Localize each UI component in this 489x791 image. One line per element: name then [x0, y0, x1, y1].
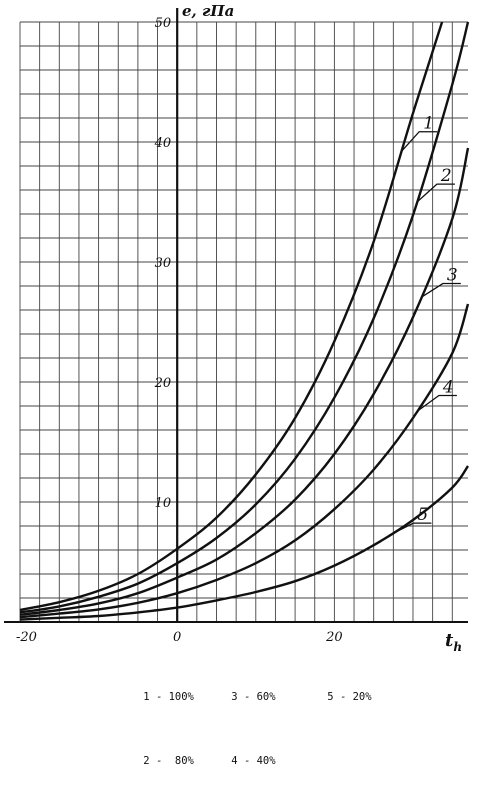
x-axis-label-subscript: h: [453, 640, 462, 654]
legend-item: 5 - 20%: [327, 691, 372, 703]
curve-label-1: 1: [423, 114, 434, 134]
curve-label-leader: [400, 131, 438, 153]
curve-label-leader: [420, 282, 461, 299]
y-tick-label: 20: [154, 376, 172, 391]
y-tick-label: 30: [155, 256, 172, 271]
x-tick-label: 20: [325, 630, 343, 645]
series-line-5: [19, 465, 469, 621]
curve-label-leader: [416, 183, 455, 203]
y-tick-label: 50: [155, 16, 172, 31]
series-line-4: [19, 303, 470, 619]
curve-labels: 1 2 3 4 5: [389, 114, 461, 536]
series-line-3: [19, 147, 470, 616]
series-line-1: [19, 21, 444, 612]
x-tick-label: -20: [16, 630, 37, 645]
legend-item: 3 - 60%: [231, 691, 276, 703]
series-line-2: [19, 21, 470, 614]
curve-label-2: 2: [440, 166, 452, 186]
tick-labels: 10 20 30 40 50 -20 0 20: [16, 16, 343, 645]
axes: [4, 8, 468, 623]
legend-item: 4 - 40%: [231, 755, 276, 767]
curve-label-5: 5: [417, 505, 428, 525]
series-lines: [19, 21, 470, 621]
x-axis-label: th: [445, 630, 462, 654]
legend-item: 1 - 100%: [143, 691, 194, 703]
y-axis-label: e, гПа: [182, 2, 234, 20]
legend-row: 2 - 80% 4 - 40%: [118, 743, 372, 779]
legend: 1 - 100% 3 - 60% 5 - 20% 2 - 80% 4 - 40%: [118, 655, 372, 791]
humidity-vapor-pressure-chart: 10 20 30 40 50 -20 0 20 1 2 3 4 5 e, гПа th: [4, 2, 470, 654]
legend-row: 1 - 100% 3 - 60% 5 - 20%: [118, 679, 372, 715]
grid: [19, 21, 468, 623]
curve-label-leader: [389, 522, 432, 536]
x-axis-label-main: t: [445, 630, 454, 651]
x-tick-label: 0: [173, 630, 181, 645]
y-tick-label: 40: [154, 136, 172, 151]
curve-label-3: 3: [447, 266, 458, 286]
legend-item: 2 - 80%: [143, 755, 194, 767]
curve-label-4: 4: [442, 378, 454, 398]
y-tick-label: 10: [155, 496, 172, 511]
curve-label-leader: [416, 394, 457, 413]
